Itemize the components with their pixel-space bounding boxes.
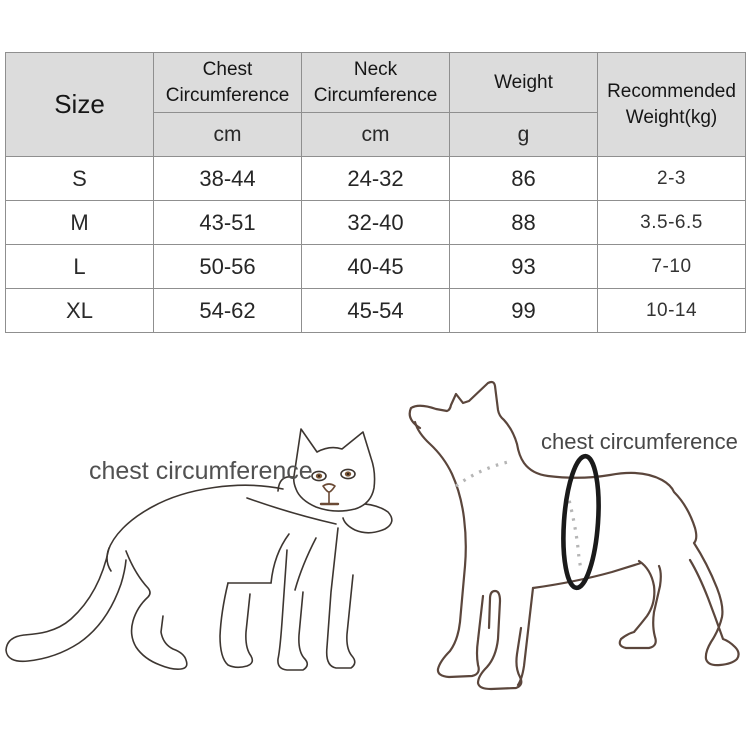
cat-front-leg-left: [277, 549, 309, 671]
recommended-weight-cell: 10-14: [597, 288, 746, 333]
neck-value-cell: 45-54: [301, 288, 450, 333]
cat-front-leg-right: [325, 527, 356, 669]
cat-eye-left: [311, 470, 327, 482]
neck-value-cell: 24-32: [301, 156, 450, 201]
cat-illustration: [5, 428, 393, 671]
cat-tail: [5, 547, 127, 663]
unit-cell-chest-cm: cm: [153, 112, 302, 157]
chest-value-cell: 43-51: [153, 200, 302, 245]
chest-value-cell: 50-56: [153, 244, 302, 289]
cat-shoulder-line: [294, 537, 317, 591]
recommended-weight-cell: 7-10: [597, 244, 746, 289]
unit-cell-neck-cm: cm: [301, 112, 450, 157]
dog-chest-band-ellipse: [561, 453, 601, 591]
neck-value-cell: 32-40: [301, 200, 450, 245]
table-row: S 38-44 24-32 86 2-3: [5, 156, 746, 201]
size-cell: XL: [5, 288, 154, 333]
cat-hind-leg: [125, 550, 188, 670]
cat-nose: [319, 483, 340, 506]
unit-cell-weight-g: g: [449, 112, 598, 157]
table-header-chest-line1: Chest: [202, 58, 253, 80]
cat-chest-label: chest circumference: [89, 457, 313, 485]
cat-head: [292, 428, 376, 512]
size-cell: L: [5, 244, 154, 289]
dog-collar-dotted-line: [455, 459, 583, 570]
dog-front-leg-far: [476, 589, 523, 691]
weight-value-cell: 99: [449, 288, 598, 333]
table-header-recommended-line1: Recommended: [607, 80, 736, 102]
table-header-chest-line2: Circumference: [165, 84, 290, 106]
dog-chest-label: chest circumference: [541, 429, 738, 454]
neck-value-cell: 40-45: [301, 244, 450, 289]
table-row: M 43-51 32-40 88 3.5-6.5: [5, 200, 746, 245]
weight-value-cell: 88: [449, 200, 598, 245]
dog-leg-back-edge: [516, 586, 535, 687]
dog-outline-top: [408, 380, 740, 667]
table-header-neck: Neck Circumference: [301, 52, 450, 113]
table-header-recommended: Recommended Weight(kg): [597, 52, 746, 157]
cat-eye-right: [340, 468, 356, 480]
table-row: L 50-56 40-45 93 7-10: [5, 244, 746, 289]
table-header-chest: Chest Circumference: [153, 52, 302, 113]
table-header-size: Size: [5, 52, 154, 157]
chest-value-cell: 38-44: [153, 156, 302, 201]
size-table: Size Chest Circumference Neck Circumfere…: [5, 52, 746, 333]
cat-chest-line: [270, 533, 290, 584]
table-header-recommended-line2: Weight(kg): [625, 106, 718, 128]
dog-belly-line: [531, 561, 643, 590]
size-chart: Size Chest Circumference Neck Circumfere…: [5, 52, 746, 333]
size-cell: M: [5, 200, 154, 245]
recommended-weight-cell: 2-3: [597, 156, 746, 201]
weight-value-cell: 86: [449, 156, 598, 201]
weight-value-cell: 93: [449, 244, 598, 289]
table-header-neck-line2: Circumference: [313, 84, 438, 106]
table-row: XL 54-62 45-54 99 10-14: [5, 288, 746, 333]
dog-illustration: [408, 380, 740, 691]
dog-front-leg-near: [413, 420, 485, 679]
chest-value-cell: 54-62: [153, 288, 302, 333]
size-cell: S: [5, 156, 154, 201]
dog-hind-leg-near: [618, 559, 662, 650]
table-header-weight: Weight: [449, 52, 598, 113]
cat-far-hind-leg: [219, 582, 254, 669]
table-header-neck-line1: Neck: [353, 58, 398, 80]
cat-back: [106, 484, 284, 572]
recommended-weight-cell: 3.5-6.5: [597, 200, 746, 245]
